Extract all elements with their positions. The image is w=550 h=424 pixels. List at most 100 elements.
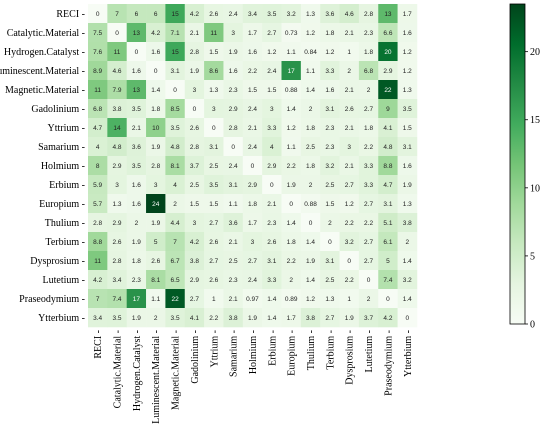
cell-value-label: 2.2: [345, 220, 354, 227]
heatmap-cell: [320, 251, 340, 271]
cell-value-label: 1.7: [287, 315, 296, 322]
heatmap-cell: [242, 232, 263, 252]
heatmap-cell: [281, 156, 302, 176]
heatmap-cell: [320, 61, 340, 81]
heatmap-cell: [204, 99, 224, 119]
heatmap-cell: [281, 232, 302, 252]
heatmap-cell: [126, 289, 147, 309]
heatmap-cell: [300, 23, 321, 43]
cell-value-label: 8.1: [171, 163, 180, 170]
heatmap-cell: [281, 99, 302, 119]
cell-value-label: 2.1: [345, 163, 354, 170]
row-label: Hydrogen.Catalyst -: [4, 47, 85, 58]
heatmap-cell: [242, 194, 263, 214]
cell-value-label: 1.1: [287, 144, 296, 151]
cell-value-label: 4.2: [93, 277, 102, 284]
heatmap-cell: [107, 213, 127, 233]
cell-value-label: 11: [210, 30, 217, 37]
heatmap-cell: [300, 156, 321, 176]
cell-value-label: 3.8: [403, 220, 412, 227]
row-label: Magnetic.Material -: [5, 85, 85, 96]
cell-value-label: 2.7: [267, 30, 276, 37]
colorbar-tick-label: 20: [530, 47, 540, 58]
heatmap-cell: [281, 4, 302, 24]
heatmap-cell: [204, 156, 224, 176]
cell-value-label: 3.2: [325, 163, 334, 170]
heatmap-cell: [107, 118, 127, 138]
cell-value-label: 0: [367, 277, 371, 284]
heatmap-cell: [339, 213, 360, 233]
heatmap-cell: [281, 251, 302, 271]
heatmap-cell: [126, 137, 147, 157]
heatmap-cell: [126, 175, 147, 195]
heatmap-cell: [262, 23, 282, 43]
cell-value-label: 2.9: [248, 182, 257, 189]
cell-value-label: 2.2: [364, 144, 373, 151]
heatmap-cell: [126, 251, 147, 271]
cell-value-label: 22: [384, 87, 392, 94]
cell-value-label: 7.1: [171, 30, 180, 37]
cell-value-label: 4: [96, 144, 100, 151]
cell-value-label: 10: [152, 125, 160, 132]
heatmap-cell: [358, 42, 379, 62]
heatmap-cell: [397, 4, 418, 24]
column-label: RECI -: [93, 330, 104, 359]
cell-value-label: 2.3: [229, 87, 238, 94]
column-label: Lutetium -: [364, 330, 375, 373]
heatmap-cell: [378, 251, 398, 271]
cell-value-label: 2.8: [229, 125, 238, 132]
cell-value-label: 1.5: [325, 201, 334, 208]
heatmap-cell: [107, 308, 127, 328]
heatmap-cell: [358, 289, 379, 309]
cell-value-label: 1.2: [287, 125, 296, 132]
heatmap-cell: [88, 289, 108, 309]
cell-value-label: 1.8: [325, 30, 334, 37]
heatmap-cell: [242, 4, 263, 24]
heatmap-cell: [262, 270, 282, 290]
heatmap-cell: [300, 213, 321, 233]
heatmap-cell: [281, 175, 302, 195]
cell-value-label: 2: [328, 220, 332, 227]
heatmap-cell: [88, 232, 108, 252]
heatmap-cell: [204, 175, 224, 195]
cell-value-label: 2.1: [345, 87, 354, 94]
cell-value-label: 3: [193, 87, 197, 94]
heatmap-cell: [378, 42, 398, 62]
row-label: Holmium -: [41, 161, 85, 172]
cell-value-label: 0: [251, 163, 255, 170]
heatmap-cell: [165, 232, 186, 252]
heatmap-cell: [146, 156, 166, 176]
cell-value-label: 0: [154, 68, 158, 75]
row-label: Dysprosium -: [30, 256, 85, 267]
cell-value-label: 1.6: [403, 163, 412, 170]
heatmap-cell: [300, 80, 321, 100]
heatmap-cell: [204, 118, 224, 138]
cell-value-label: 2: [154, 315, 158, 322]
cell-value-label: 2.9: [112, 220, 121, 227]
cell-value-label: 1.7: [248, 220, 257, 227]
cell-value-label: 6.1: [383, 239, 392, 246]
heatmap-cell: [184, 156, 205, 176]
heatmap-cell: [339, 194, 360, 214]
cell-value-label: 1.4: [403, 258, 412, 265]
heatmap-cell: [107, 61, 127, 81]
heatmap-cell: [223, 137, 244, 157]
cell-value-label: 2.6: [345, 106, 354, 113]
heatmap-cell: [184, 175, 205, 195]
heatmap-cell: [378, 99, 398, 119]
heatmap-cell: [358, 213, 379, 233]
cell-value-label: 1.6: [229, 68, 238, 75]
heatmap-cell: [378, 213, 398, 233]
cell-value-label: 2.5: [325, 182, 334, 189]
cell-value-label: 1.9: [345, 315, 354, 322]
heatmap-cell: [281, 61, 302, 81]
cell-value-label: 1.1: [306, 68, 315, 75]
heatmap-cell: [397, 175, 418, 195]
heatmap-cell: [126, 213, 147, 233]
heatmap-cell: [281, 80, 302, 100]
cell-value-label: 3.7: [364, 315, 373, 322]
cell-value-label: 2.3: [229, 277, 238, 284]
colorbar-tick-label: 5: [530, 251, 535, 262]
cell-value-label: 3.1: [403, 144, 412, 151]
heatmap-cell: [223, 194, 244, 214]
